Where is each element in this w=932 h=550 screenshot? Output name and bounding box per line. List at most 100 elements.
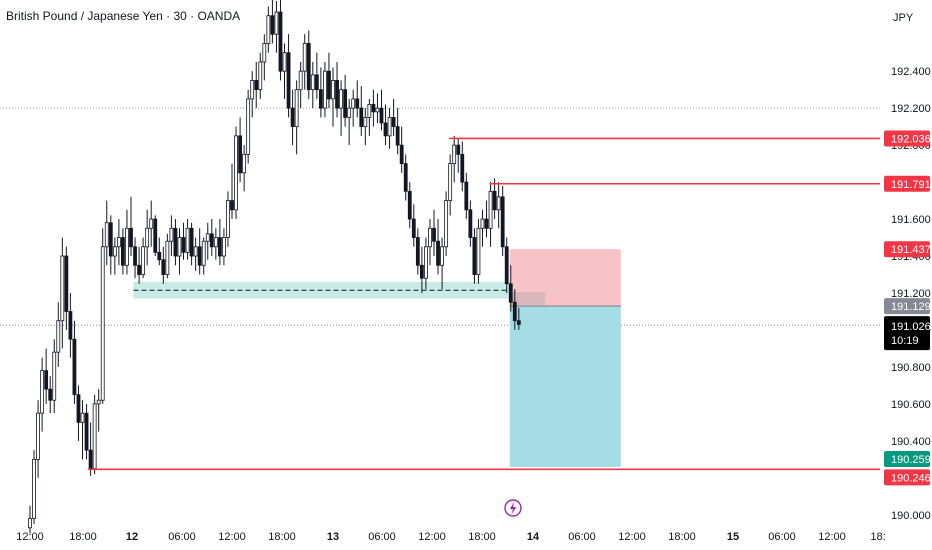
candle-body — [60, 255, 65, 322]
candle-body — [327, 70, 331, 100]
candle-body — [383, 122, 388, 137]
candle-body — [185, 227, 190, 253]
candle-body — [177, 237, 182, 257]
x-tick-label: 12:00 — [818, 531, 846, 543]
x-tick-label: 18:00 — [468, 531, 496, 543]
candle-body — [286, 52, 291, 109]
candle-body — [351, 98, 356, 109]
horizontal-levels[interactable] — [88, 137, 880, 471]
candle-body — [201, 240, 206, 266]
price-label-bg — [884, 469, 930, 486]
x-tick-label: 12 — [126, 531, 138, 543]
candle-body — [323, 70, 327, 109]
candle-body — [512, 301, 517, 322]
candle-body — [339, 89, 343, 109]
x-tick-label: 06:00 — [568, 531, 596, 543]
candle-body — [343, 89, 348, 118]
candle-body — [415, 237, 420, 266]
candle-body — [306, 43, 311, 91]
candle-body — [432, 227, 436, 242]
y-tick-label: 192.200 — [891, 103, 931, 115]
candle-body — [230, 200, 234, 211]
candle-body — [56, 320, 61, 353]
candle-body — [504, 246, 509, 285]
candle-body — [468, 209, 473, 238]
price-label: 191.129 — [891, 301, 931, 313]
candle-body — [108, 222, 113, 257]
price-label-bg — [884, 175, 930, 192]
candle-body — [359, 107, 364, 128]
candle-body — [36, 412, 40, 460]
candle-body — [387, 116, 392, 137]
candle-body — [484, 218, 489, 229]
candle-body — [181, 237, 186, 253]
time-axis[interactable]: 12:00 18:00 12 06:00 12:00 18:00 13 06:00 12:00 1… — [16, 531, 885, 543]
candle-body — [112, 246, 117, 257]
candle-body — [133, 246, 137, 266]
candle-body — [189, 227, 194, 257]
candle-body — [250, 80, 255, 100]
last-price-label: 191.026 — [891, 321, 931, 333]
candle-body — [500, 196, 505, 248]
take-profit-zone — [509, 306, 621, 467]
candle-body — [226, 200, 230, 238]
candle-body — [141, 246, 146, 275]
candle-body — [347, 107, 352, 118]
candle-body — [121, 237, 125, 266]
x-tick-label: 06:00 — [368, 531, 396, 543]
lightning-icon[interactable] — [504, 499, 522, 517]
candle-body — [169, 227, 174, 242]
x-tick-label: 12:00 — [418, 531, 446, 543]
candle-body — [116, 237, 121, 248]
x-tick-label: 06:00 — [168, 531, 196, 543]
candle-body — [76, 394, 81, 423]
x-tick-label: 06:00 — [768, 531, 796, 543]
candle-body — [411, 218, 416, 238]
candle-body — [234, 135, 238, 211]
candle-body — [496, 196, 501, 211]
candle-body — [318, 89, 323, 109]
currency-label: JPY — [893, 12, 914, 24]
candle-body — [48, 388, 53, 401]
candle-body — [145, 227, 150, 248]
candle-body — [222, 237, 226, 257]
x-tick-label: 12:00 — [218, 531, 246, 543]
y-tick-label: 190.000 — [891, 510, 931, 522]
last-price-label-bg — [884, 316, 930, 351]
candle-body — [440, 246, 444, 266]
x-tick-label: 12:00 — [16, 531, 44, 543]
candle-body — [72, 338, 77, 396]
candle-body — [476, 227, 481, 275]
candle-body — [452, 144, 457, 165]
price-label: 192.036 — [891, 133, 931, 145]
candle-body — [157, 251, 162, 261]
candle-body — [395, 126, 400, 146]
candle-body — [92, 403, 97, 470]
candle-body — [472, 237, 477, 275]
candle-body — [375, 107, 380, 113]
candle-body — [424, 246, 428, 279]
candle-body — [436, 240, 440, 266]
candle-body — [153, 218, 158, 253]
y-tick-label: 190.600 — [891, 399, 931, 411]
price-axis-labels: 192.036 191.791 191.437 191.129 191.026 10:19… — [884, 130, 931, 486]
candle-body — [419, 264, 424, 279]
candle-body — [96, 399, 101, 405]
candle-body — [137, 264, 141, 275]
x-tick-label: 18:00 — [69, 531, 97, 543]
candle-body — [480, 218, 485, 229]
candle-body — [262, 43, 267, 63]
candle-body — [428, 227, 432, 248]
x-tick-label: 18:00 — [668, 531, 696, 543]
candle-body — [274, 11, 279, 35]
candle-body — [104, 222, 109, 248]
candle-body — [367, 104, 372, 118]
countdown-label: 10:19 — [891, 335, 919, 347]
candle-body — [165, 240, 170, 275]
candle-body — [205, 233, 210, 242]
candle-body — [516, 320, 521, 325]
candle-body — [314, 74, 319, 91]
y-tick-label: 190.400 — [891, 436, 931, 448]
x-tick-label: 13 — [327, 531, 339, 543]
